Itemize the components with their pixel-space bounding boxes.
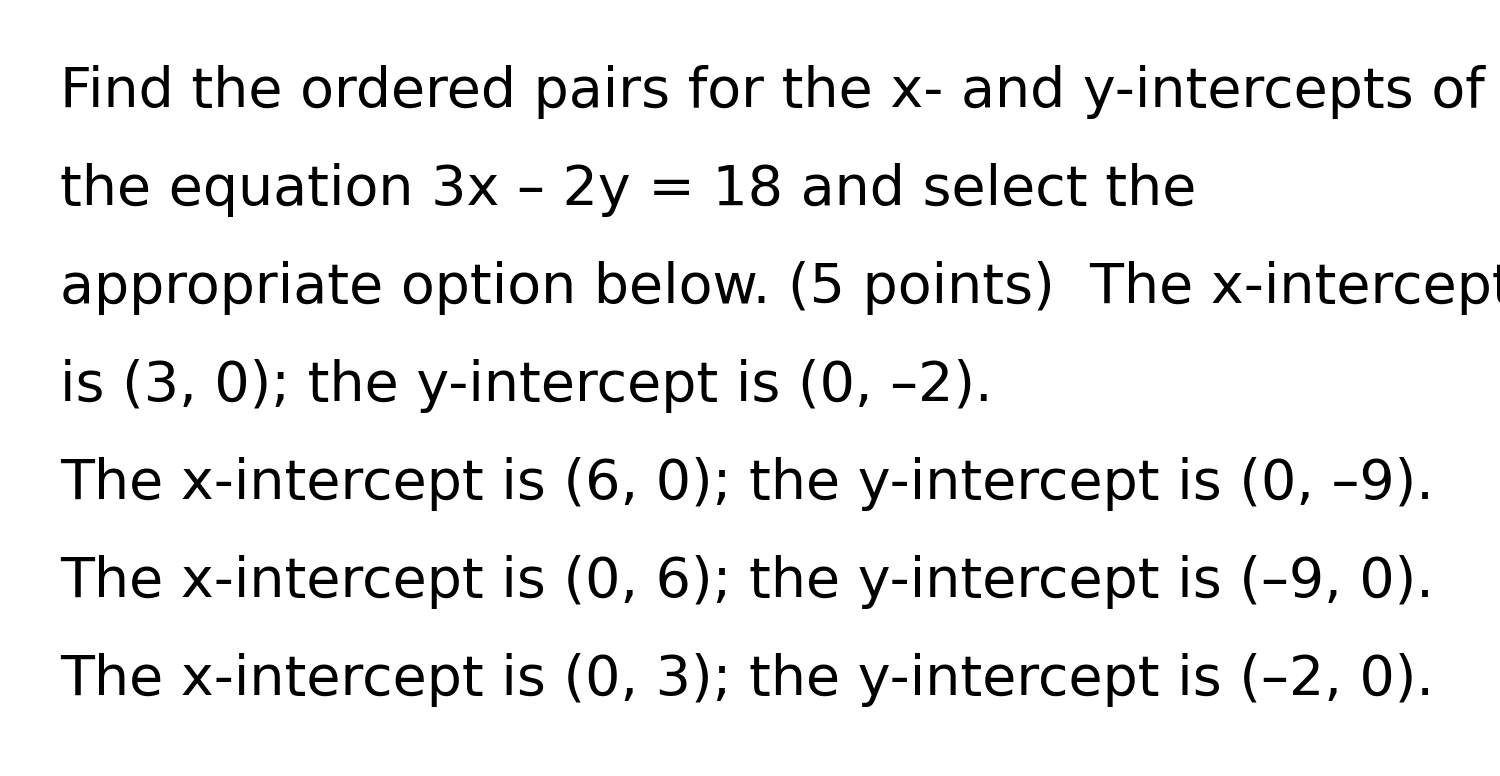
Text: is (3, 0); the y-intercept is (0, –2).: is (3, 0); the y-intercept is (0, –2).: [60, 359, 993, 413]
Text: The x-intercept is (6, 0); the y-intercept is (0, –9).: The x-intercept is (6, 0); the y-interce…: [60, 457, 1434, 511]
Text: The x-intercept is (0, 6); the y-intercept is (–9, 0).: The x-intercept is (0, 6); the y-interce…: [60, 555, 1434, 609]
Text: The x-intercept is (0, 3); the y-intercept is (–2, 0).: The x-intercept is (0, 3); the y-interce…: [60, 653, 1434, 707]
Text: the equation 3x – 2y = 18 and select the: the equation 3x – 2y = 18 and select the: [60, 163, 1197, 217]
Text: appropriate option below. (5 points)  The x-intercept: appropriate option below. (5 points) The…: [60, 261, 1500, 315]
Text: Find the ordered pairs for the x- and y-intercepts of: Find the ordered pairs for the x- and y-…: [60, 65, 1485, 119]
